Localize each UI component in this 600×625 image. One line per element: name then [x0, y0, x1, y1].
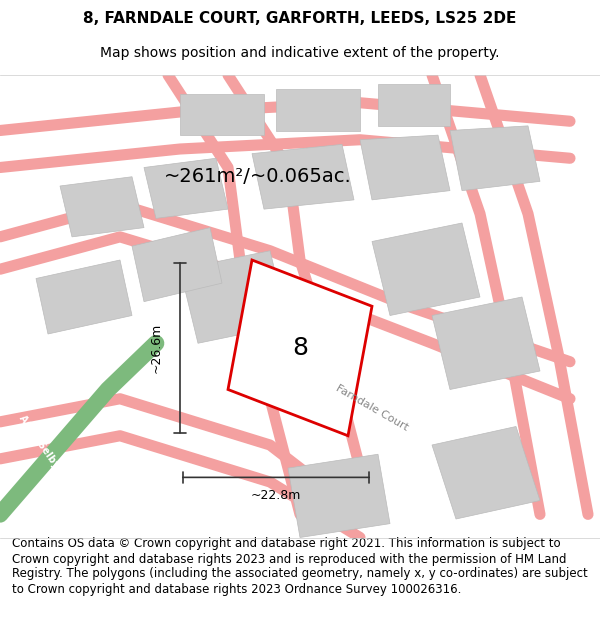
Polygon shape	[288, 454, 390, 538]
Polygon shape	[132, 228, 222, 302]
Polygon shape	[36, 260, 132, 334]
Text: ~26.6m: ~26.6m	[149, 322, 163, 373]
Polygon shape	[360, 135, 450, 200]
Polygon shape	[432, 297, 540, 389]
Text: ~22.8m: ~22.8m	[251, 489, 301, 502]
Text: 8: 8	[292, 336, 308, 360]
Polygon shape	[144, 158, 228, 218]
Polygon shape	[378, 84, 450, 126]
Text: 8, FARNDALE COURT, GARFORTH, LEEDS, LS25 2DE: 8, FARNDALE COURT, GARFORTH, LEEDS, LS25…	[83, 11, 517, 26]
Polygon shape	[450, 126, 540, 191]
Text: ~261m²/~0.065ac.: ~261m²/~0.065ac.	[164, 168, 352, 186]
Text: Map shows position and indicative extent of the property.: Map shows position and indicative extent…	[100, 46, 500, 59]
Text: A63 - Selby Road: A63 - Selby Road	[17, 413, 79, 496]
Polygon shape	[228, 260, 372, 436]
Polygon shape	[180, 251, 288, 343]
Polygon shape	[276, 89, 360, 131]
Text: Contains OS data © Crown copyright and database right 2021. This information is : Contains OS data © Crown copyright and d…	[12, 538, 588, 596]
Text: Farndale Court: Farndale Court	[334, 383, 410, 432]
Polygon shape	[180, 94, 264, 135]
Polygon shape	[252, 144, 354, 209]
Polygon shape	[372, 223, 480, 316]
Polygon shape	[60, 177, 144, 237]
Polygon shape	[432, 426, 540, 519]
